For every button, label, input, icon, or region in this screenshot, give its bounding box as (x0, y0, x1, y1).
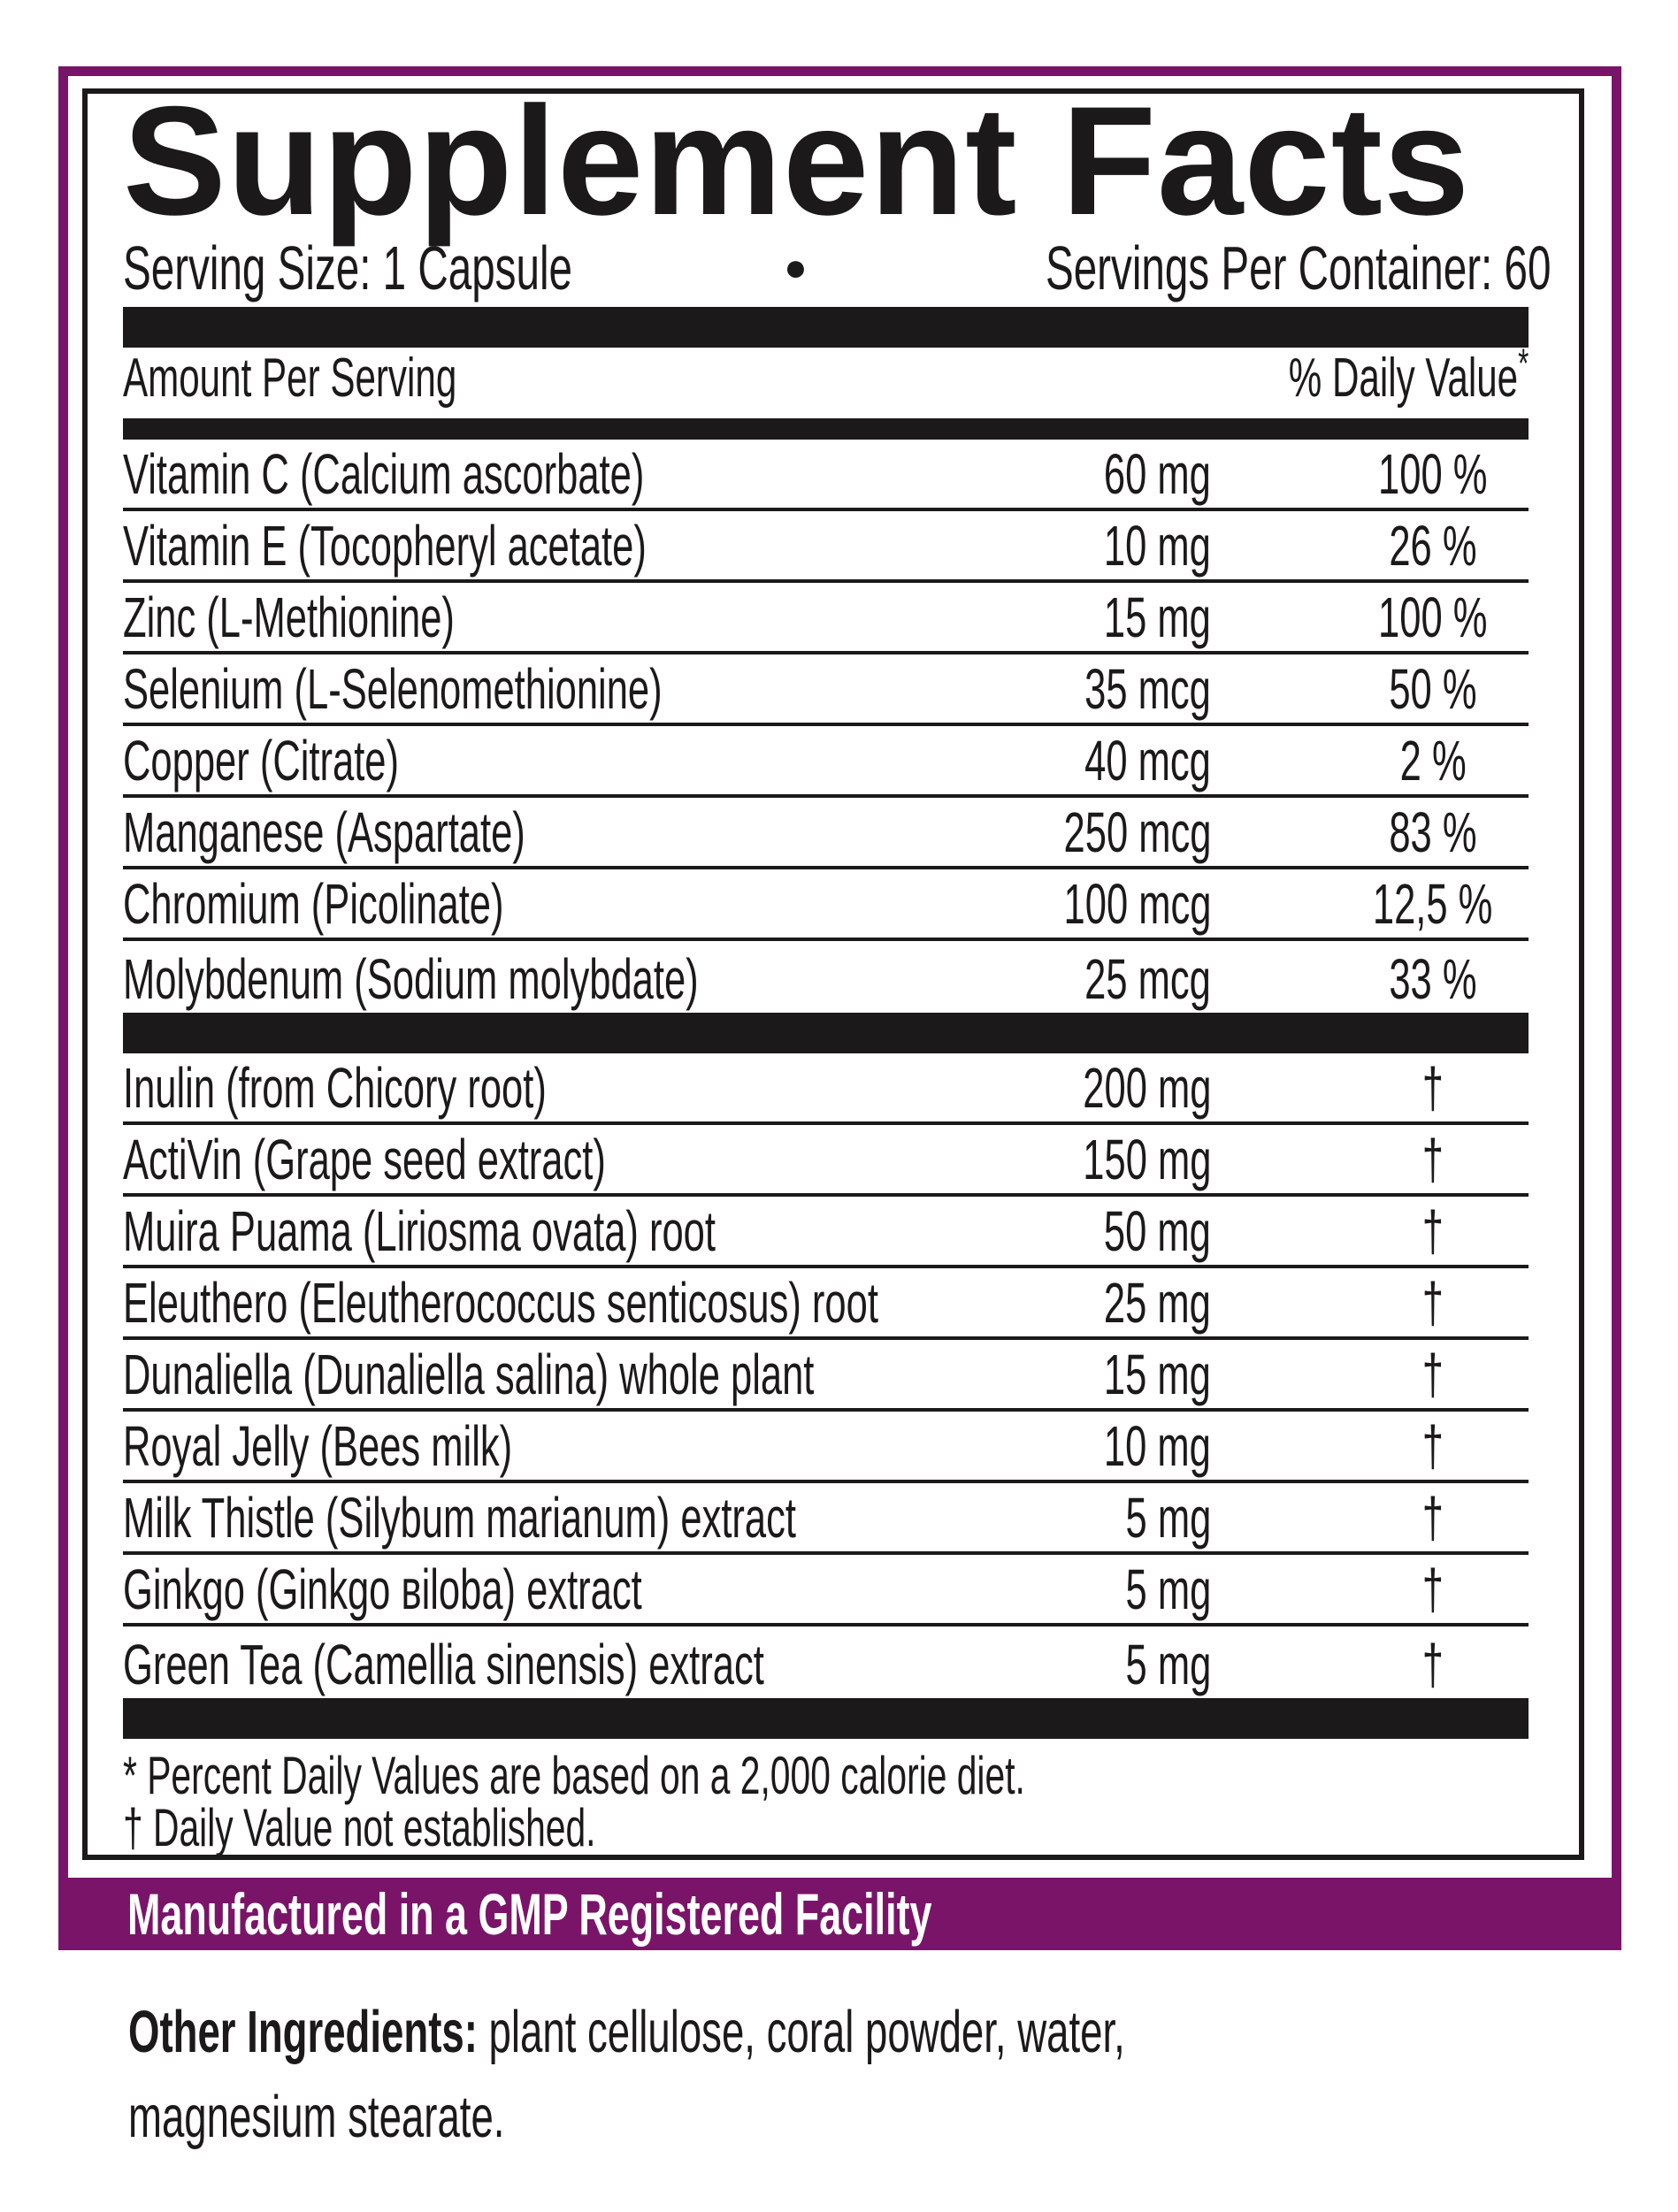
ingredient-daily-value: † (1421, 1633, 1444, 1696)
ingredient-daily-value: † (1421, 1343, 1444, 1406)
gmp-banner: Manufactured in a GMP Registered Facilit… (58, 1878, 1621, 1950)
ingredient-name: ActiVin (Grape seed extract) (123, 1128, 606, 1191)
ingredient-name: Dunaliella (Dunaliella salina) whole pla… (123, 1343, 815, 1406)
gmp-banner-text: Manufactured in a GMP Registered Facilit… (127, 1881, 932, 1947)
table-row: Milk Thistle (Silybum marianum) extract … (123, 1483, 1529, 1555)
page-title: Supplement Facts (123, 75, 1471, 248)
daily-value-asterisk: * (1517, 340, 1529, 387)
ingredient-amount: 10 mg (1104, 1414, 1211, 1478)
thick-divider-bar (123, 307, 1529, 348)
ingredient-amount: 5 mg (1125, 1486, 1211, 1550)
ingredient-amount: 150 mg (1082, 1128, 1211, 1191)
table-row: Selenium (L-Selenomethionine) 35 mcg 50 … (123, 654, 1529, 726)
ingredient-name: Molybdenum (Sodium molybdate) (123, 947, 699, 1011)
other-ingredients-text: plant cellulose, coral powder, water, (477, 1999, 1125, 2065)
ingredient-daily-value: † (1421, 1128, 1444, 1191)
table-row: Muira Puama (Liriosma ovata) root 50 mg … (123, 1197, 1529, 1268)
ingredient-name: Vitamin C (Calcium ascorbate) (123, 442, 645, 506)
ingredient-daily-value: 83 % (1389, 800, 1477, 864)
ingredient-amount: 15 mg (1104, 1343, 1211, 1406)
table-row: Copper (Citrate) 40 mcg 2 % (123, 726, 1529, 798)
ingredient-daily-value: 100 % (1378, 442, 1488, 506)
footnote-percent-dv: * Percent Daily Values are based on a 2,… (123, 1746, 1025, 1805)
daily-value-header: % Daily Value* (1288, 340, 1529, 409)
ingredient-daily-value: 50 % (1389, 657, 1477, 721)
table-row: Green Tea (Camellia sinensis) extract 5 … (123, 1626, 1529, 1698)
serving-size-text: Serving Size: 1 Capsule (123, 233, 573, 302)
ingredient-amount: 5 mg (1125, 1558, 1211, 1621)
ingredient-daily-value: † (1421, 1271, 1444, 1335)
ingredient-name: Ginkgo (Ginkgo вiloba) extract (123, 1558, 642, 1621)
ingredient-daily-value: 12,5 % (1373, 872, 1493, 936)
ingredient-amount: 5 mg (1125, 1633, 1211, 1696)
ingredient-daily-value: 2 % (1399, 729, 1467, 792)
ingredient-daily-value: 33 % (1389, 947, 1477, 1011)
other-ingredients-text-line2: magnesium stearate. (128, 2084, 505, 2150)
ingredient-amount: 40 mcg (1084, 729, 1211, 792)
other-ingredients-label: Other Ingredients: (128, 1999, 478, 2065)
table-row: Vitamin C (Calcium ascorbate) 60 mg 100 … (123, 440, 1529, 511)
ingredient-amount: 250 mcg (1063, 800, 1211, 864)
ingredient-amount: 60 mg (1104, 442, 1211, 506)
amount-per-serving-header: Amount Per Serving (123, 348, 457, 409)
ingredient-daily-value: † (1421, 1199, 1444, 1263)
table-row: Inulin (from Chicory root) 200 mg † (123, 1053, 1529, 1125)
ingredient-daily-value: † (1421, 1056, 1444, 1120)
ingredient-amount: 100 mcg (1063, 872, 1211, 936)
ingredient-name: Green Tea (Camellia sinensis) extract (123, 1633, 764, 1696)
ingredient-name: Copper (Citrate) (123, 729, 399, 792)
serving-info-row: Serving Size: 1 Capsule ● Servings Per C… (123, 233, 1551, 302)
ingredient-name: Manganese (Aspartate) (123, 800, 525, 864)
ingredient-amount: 50 mg (1104, 1199, 1211, 1263)
table-row: ActiVin (Grape seed extract) 150 mg † (123, 1125, 1529, 1197)
ingredient-daily-value: † (1421, 1558, 1444, 1621)
ingredient-name: Muira Puama (Liriosma ovata) root (123, 1199, 716, 1263)
ingredient-name: Milk Thistle (Silybum marianum) extract (123, 1486, 796, 1550)
ingredient-amount: 35 mcg (1084, 657, 1211, 721)
ingredient-daily-value: 100 % (1378, 586, 1488, 649)
footnote-dagger: † Daily Value not established. (123, 1798, 596, 1857)
ingredient-amount: 25 mg (1104, 1271, 1211, 1335)
ingredient-amount: 25 mcg (1084, 947, 1211, 1011)
table-row: Vitamin E (Tocopheryl acetate) 10 mg 26 … (123, 511, 1529, 583)
table-row: Eleuthero (Eleutherococcus senticosus) r… (123, 1268, 1529, 1340)
ingredient-name: Eleuthero (Eleutherococcus senticosus) r… (123, 1271, 878, 1335)
other-ingredients: Other Ingredients: plant cellulose, cora… (128, 1990, 1594, 2160)
footnote-divider-bar (123, 1698, 1529, 1739)
ingredient-name: Vitamin E (Tocopheryl acetate) (123, 514, 647, 578)
ingredient-name: Royal Jelly (Bees milk) (123, 1414, 513, 1478)
table-row: Zinc (L-Methionine) 15 mg 100 % (123, 583, 1529, 654)
ingredient-name: Selenium (L-Selenomethionine) (123, 657, 663, 721)
servings-per-container-text: Servings Per Container: 60 (1045, 233, 1552, 302)
ingredient-daily-value: 26 % (1389, 514, 1477, 578)
table-row: Ginkgo (Ginkgo вiloba) extract 5 mg † (123, 1555, 1529, 1626)
bullet-separator-icon: ● (784, 246, 808, 289)
ingredient-name: Chromium (Picolinate) (123, 872, 504, 936)
ingredient-amount: 15 mg (1104, 586, 1211, 649)
table-row: Royal Jelly (Bees milk) 10 mg † (123, 1412, 1529, 1483)
supplement-facts-box: Supplement Facts Serving Size: 1 Capsule… (82, 75, 1584, 1860)
table-row: Molybdenum (Sodium molybdate) 25 mcg 33 … (123, 941, 1529, 1013)
ingredient-daily-value: † (1421, 1414, 1444, 1478)
ingredient-name: Zinc (L-Methionine) (123, 586, 455, 649)
table-row: Manganese (Aspartate) 250 mcg 83 % (123, 798, 1529, 869)
table-row: Dunaliella (Dunaliella salina) whole pla… (123, 1340, 1529, 1412)
ingredient-daily-value: † (1421, 1486, 1444, 1550)
ingredient-amount: 10 mg (1104, 514, 1211, 578)
ingredient-name: Inulin (from Chicory root) (123, 1056, 547, 1120)
table-header-row: Amount Per Serving % Daily Value* (123, 340, 1529, 418)
footnotes: * Percent Daily Values are based on a 2,… (123, 1746, 1529, 1857)
section-divider-bar (123, 1013, 1529, 1053)
thin-divider-bar (123, 418, 1529, 440)
ingredient-amount: 200 mg (1082, 1056, 1211, 1120)
table-row: Chromium (Picolinate) 100 mcg 12,5 % (123, 869, 1529, 941)
